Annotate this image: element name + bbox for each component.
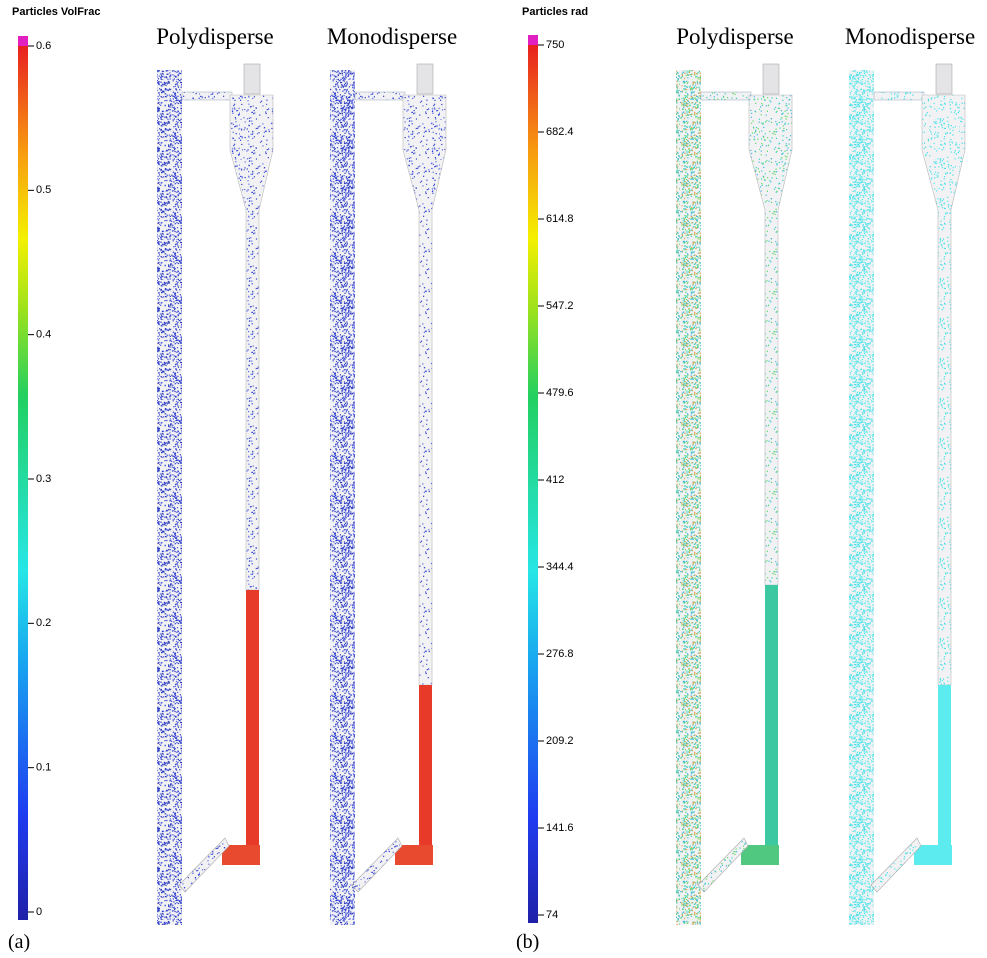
vent	[243, 63, 261, 95]
return-leg	[351, 837, 403, 893]
colorbar-tick-label: 0.2	[36, 617, 51, 629]
colorbar	[528, 45, 538, 923]
return-leg	[178, 837, 230, 893]
colorbar-tick-label: 0.4	[36, 329, 51, 341]
colorbar-title: Particles rad	[522, 6, 588, 18]
colorbar-tick-label: 750	[546, 39, 564, 51]
colorbar-tick-label: 344.4	[546, 561, 574, 573]
colorbar-tick-label: 682.4	[546, 126, 574, 138]
riser	[676, 70, 701, 925]
colorbar-tick-label: 479.6	[546, 387, 574, 399]
colorbar	[18, 46, 28, 920]
rig	[676, 63, 793, 925]
colorbar-tick-label: 0.5	[36, 184, 51, 196]
loop-seal	[741, 845, 779, 865]
colorbar-tick-label: 209.2	[546, 735, 574, 747]
colorbar-tick-label: 141.6	[546, 822, 574, 834]
vent	[416, 63, 434, 95]
rig	[157, 63, 274, 925]
riser	[849, 70, 874, 925]
vent	[762, 63, 780, 95]
cyclone	[748, 94, 793, 586]
rig	[330, 63, 447, 925]
colorbar-tick-label: 0	[36, 906, 42, 918]
colorbar-tick-label: 74	[546, 909, 558, 921]
colorbar-cap	[528, 35, 538, 45]
return-leg	[697, 837, 749, 893]
colorbar-tick-label: 547.2	[546, 300, 574, 312]
panel-title: Polydisperse	[156, 24, 274, 49]
vent	[935, 63, 953, 95]
colorbar-tick-label: 0.6	[36, 40, 51, 52]
crossover	[700, 91, 752, 101]
panel-label: (b)	[516, 931, 539, 953]
panel-label: (a)	[8, 931, 30, 953]
colorbar-tick-label: 614.8	[546, 213, 574, 225]
return-leg	[870, 837, 922, 893]
loop-seal	[395, 845, 433, 865]
crossover	[873, 91, 925, 101]
standpipe-bed	[246, 590, 259, 848]
standpipe-bed	[938, 685, 951, 848]
cyclone	[229, 94, 274, 591]
panel-title: Monodisperse	[845, 24, 975, 49]
rig	[849, 63, 966, 925]
colorbar-tick-label: 412	[546, 474, 564, 486]
standpipe-bed	[765, 585, 778, 848]
colorbar-tick-label: 0.1	[36, 762, 51, 774]
standpipe-bed	[419, 685, 432, 848]
riser	[330, 70, 355, 925]
colorbar-tick-label: 0.3	[36, 473, 51, 485]
cyclone	[402, 94, 447, 686]
colorbar-cap	[18, 36, 28, 46]
panel-title: Monodisperse	[327, 24, 457, 49]
cyclone	[921, 94, 966, 686]
crossover	[181, 91, 233, 101]
riser	[157, 70, 182, 925]
crossover	[354, 91, 406, 101]
loop-seal	[222, 845, 260, 865]
panel-title: Polydisperse	[676, 24, 794, 49]
loop-seal	[914, 845, 952, 865]
colorbar-tick-label: 276.8	[546, 648, 574, 660]
colorbar-title: Particles VolFrac	[12, 6, 100, 18]
